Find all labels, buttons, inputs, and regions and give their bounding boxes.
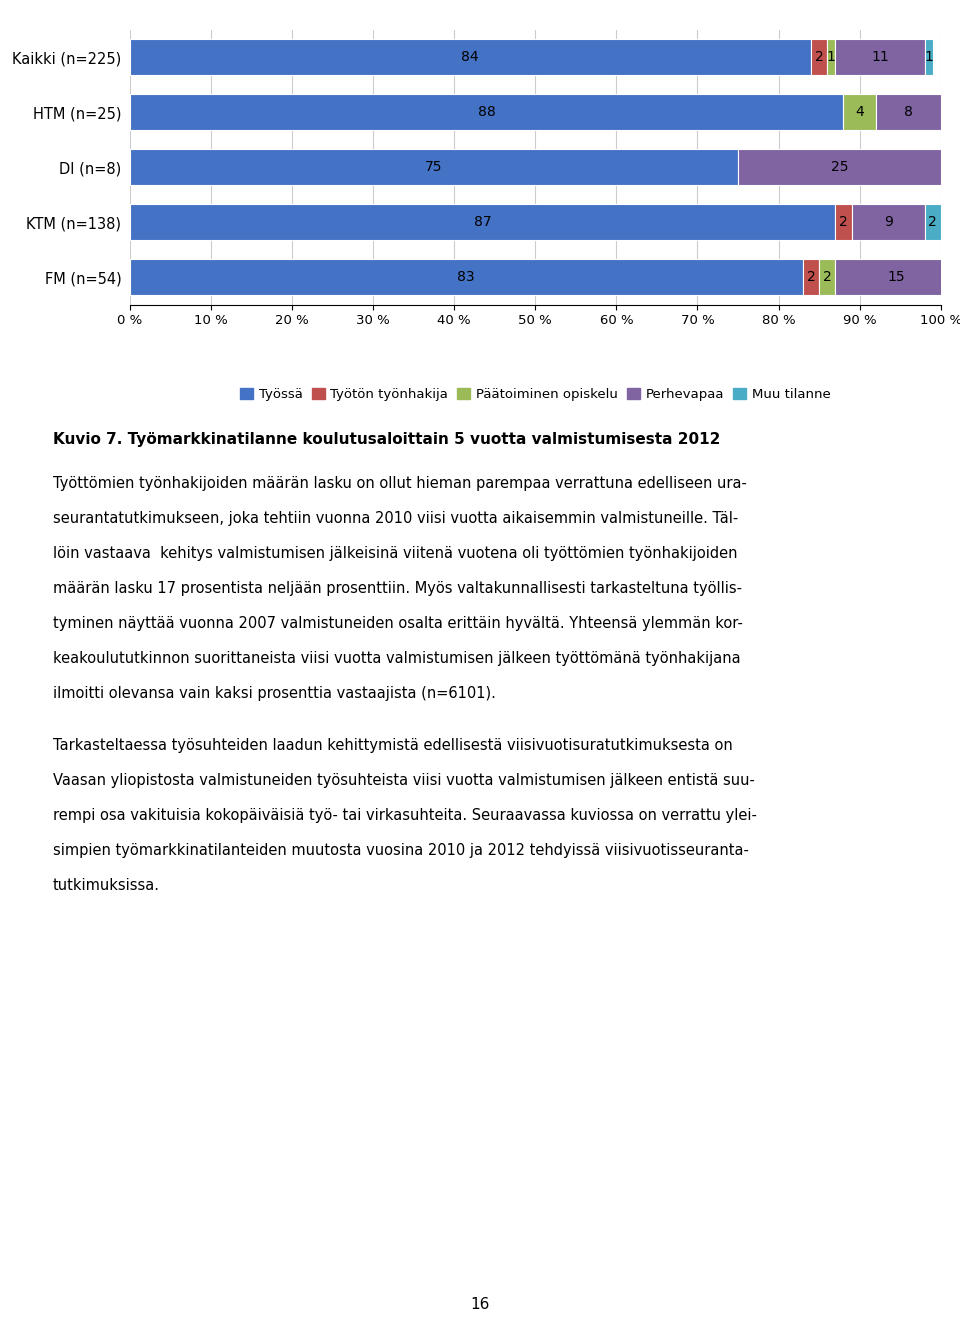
Text: 1: 1 <box>827 50 836 64</box>
Text: seurantatutkimukseen, joka tehtiin vuonna 2010 viisi vuotta aikaisemmin valmistu: seurantatutkimukseen, joka tehtiin vuonn… <box>53 511 738 526</box>
Bar <box>828 39 835 75</box>
Text: 2: 2 <box>806 270 815 285</box>
Text: keakoulututkinnon suorittaneista viisi vuotta valmistumisen jälkeen työttömänä t: keakoulututkinnon suorittaneista viisi v… <box>53 651 740 666</box>
Bar <box>876 94 941 130</box>
Text: 75: 75 <box>425 160 443 174</box>
Bar <box>811 39 828 75</box>
Text: Tarkasteltaessa työsuhteiden laadun kehittymistä edellisestä viisivuotisuratutki: Tarkasteltaessa työsuhteiden laadun kehi… <box>53 738 732 753</box>
Text: rempi osa vakituisia kokopäiväisiä työ- tai virkasuhteita. Seuraavassa kuviossa : rempi osa vakituisia kokopäiväisiä työ- … <box>53 808 756 823</box>
Text: Vaasan yliopistosta valmistuneiden työsuhteista viisi vuotta valmistumisen jälke: Vaasan yliopistosta valmistuneiden työsu… <box>53 773 755 788</box>
Legend: Työssä, Työtön työnhakija, Päätoiminen opiskelu, Perhevapaa, Muu tilanne: Työssä, Työtön työnhakija, Päätoiminen o… <box>240 388 830 401</box>
Text: määrän lasku 17 prosentista neljään prosenttiin. Myös valtakunnallisesti tarkast: määrän lasku 17 prosentista neljään pros… <box>53 581 742 596</box>
Text: 83: 83 <box>457 270 475 285</box>
Text: ilmoitti olevansa vain kaksi prosenttia vastaajista (n=6101).: ilmoitti olevansa vain kaksi prosenttia … <box>53 686 495 701</box>
Bar <box>835 39 924 75</box>
Text: Työttömien työnhakijoiden määrän lasku on ollut hieman parempaa verrattuna edell: Työttömien työnhakijoiden määrän lasku o… <box>53 476 747 491</box>
Text: 2: 2 <box>928 215 937 229</box>
Text: 2: 2 <box>839 215 848 229</box>
Bar <box>803 259 819 295</box>
Text: 87: 87 <box>473 215 492 229</box>
Text: 25: 25 <box>830 160 848 174</box>
Bar <box>844 94 876 130</box>
Text: 16: 16 <box>470 1298 490 1312</box>
Text: 11: 11 <box>871 50 889 64</box>
Bar <box>130 39 811 75</box>
Text: 4: 4 <box>855 105 864 119</box>
Bar <box>852 204 924 240</box>
Text: 88: 88 <box>478 105 495 119</box>
Bar <box>130 259 803 295</box>
Text: 8: 8 <box>904 105 913 119</box>
Bar <box>819 259 835 295</box>
Text: 9: 9 <box>883 215 893 229</box>
Bar <box>835 259 957 295</box>
Bar <box>130 204 835 240</box>
Text: 2: 2 <box>823 270 831 285</box>
Bar <box>130 94 844 130</box>
Bar <box>738 149 941 185</box>
Bar <box>130 149 738 185</box>
Text: 15: 15 <box>887 270 905 285</box>
Text: löin vastaava  kehitys valmistumisen jälkeisinä viitenä vuotena oli työttömien t: löin vastaava kehitys valmistumisen jälk… <box>53 546 737 561</box>
Text: Kuvio 7. Työmarkkinatilanne koulutusaloittain 5 vuotta valmistumisesta 2012: Kuvio 7. Työmarkkinatilanne koulutusaloi… <box>53 432 720 447</box>
Bar <box>835 204 852 240</box>
Text: 1: 1 <box>924 50 933 64</box>
Bar <box>924 39 933 75</box>
Text: tyminen näyttää vuonna 2007 valmistuneiden osalta erittäin hyvältä. Yhteensä yle: tyminen näyttää vuonna 2007 valmistuneid… <box>53 616 743 631</box>
Text: 84: 84 <box>462 50 479 64</box>
Text: 2: 2 <box>815 50 824 64</box>
Bar <box>924 204 941 240</box>
Text: simpien työmarkkinatilanteiden muutosta vuosina 2010 ja 2012 tehdyissä viisivuot: simpien työmarkkinatilanteiden muutosta … <box>53 843 749 858</box>
Text: tutkimuksissa.: tutkimuksissa. <box>53 878 159 892</box>
